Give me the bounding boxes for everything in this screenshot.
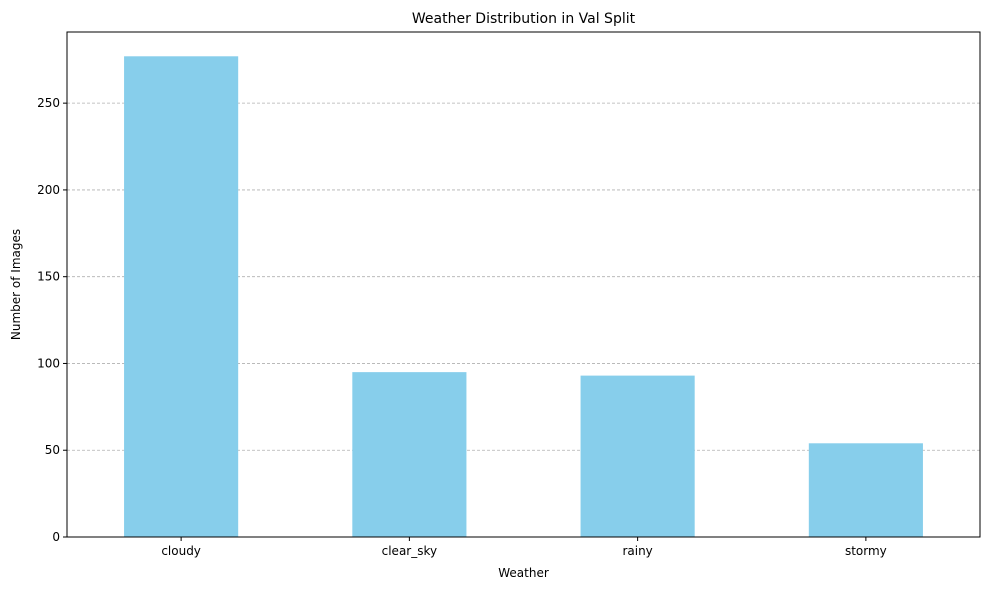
bar-cloudy: [124, 56, 239, 537]
chart-title: Weather Distribution in Val Split: [412, 11, 636, 27]
y-tick-label: 150: [37, 270, 60, 284]
x-tick-label: cloudy: [161, 544, 201, 558]
y-tick-label: 250: [37, 96, 60, 110]
bar-clear-sky: [352, 372, 467, 537]
y-tick-label: 200: [37, 183, 60, 197]
y-tick-label: 50: [45, 443, 60, 457]
y-axis: 0 50 100 150 200 250: [37, 96, 67, 544]
y-axis-label: Number of Images: [9, 229, 23, 340]
x-tick-label: clear_sky: [382, 544, 437, 558]
bar-rainy: [580, 375, 695, 537]
bar-stormy: [808, 443, 923, 537]
x-axis: cloudy clear_sky rainy stormy: [161, 537, 887, 558]
y-tick-label: 0: [52, 530, 60, 544]
bars: [124, 56, 923, 537]
y-tick-label: 100: [37, 356, 60, 370]
x-axis-label: Weather: [498, 566, 549, 580]
x-tick-label: stormy: [845, 544, 887, 558]
plot-frame: [66, 31, 981, 538]
x-tick-label: rainy: [622, 544, 652, 558]
